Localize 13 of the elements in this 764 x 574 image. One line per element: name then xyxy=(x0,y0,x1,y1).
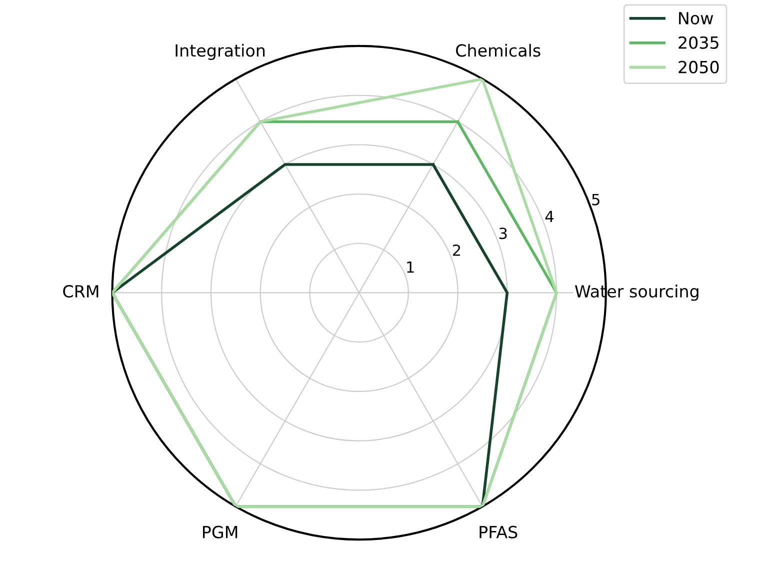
y-tick-label: 2 xyxy=(452,244,460,256)
spoke-label: PFAS xyxy=(480,526,518,538)
y-tick-label: 5 xyxy=(592,194,600,206)
legend-label: 2050 xyxy=(678,60,719,74)
y-tick-label: 4 xyxy=(545,210,554,222)
y-tick-label: 1 xyxy=(407,262,414,273)
spoke-label: CRM xyxy=(63,284,98,298)
y-tick-label: 3 xyxy=(499,228,507,240)
legend-label: Now xyxy=(679,12,714,24)
legend-label: 2035 xyxy=(678,36,718,49)
spoke-label: Integration xyxy=(176,44,265,60)
spoke-label: PGM xyxy=(203,526,238,538)
spoke-label: Chemicals xyxy=(456,44,540,57)
